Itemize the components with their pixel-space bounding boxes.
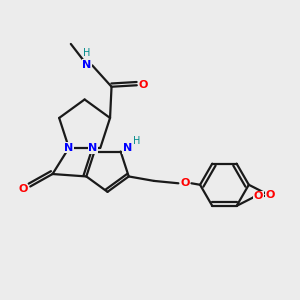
Text: O: O xyxy=(266,190,275,200)
Text: N: N xyxy=(88,143,98,153)
Text: O: O xyxy=(139,80,148,90)
Text: N: N xyxy=(64,143,74,153)
Text: O: O xyxy=(180,178,190,188)
Text: H: H xyxy=(83,48,91,58)
Text: N: N xyxy=(82,60,92,70)
Text: O: O xyxy=(254,191,263,201)
Text: O: O xyxy=(18,184,28,194)
Text: H: H xyxy=(133,136,141,146)
Text: N: N xyxy=(122,143,132,153)
